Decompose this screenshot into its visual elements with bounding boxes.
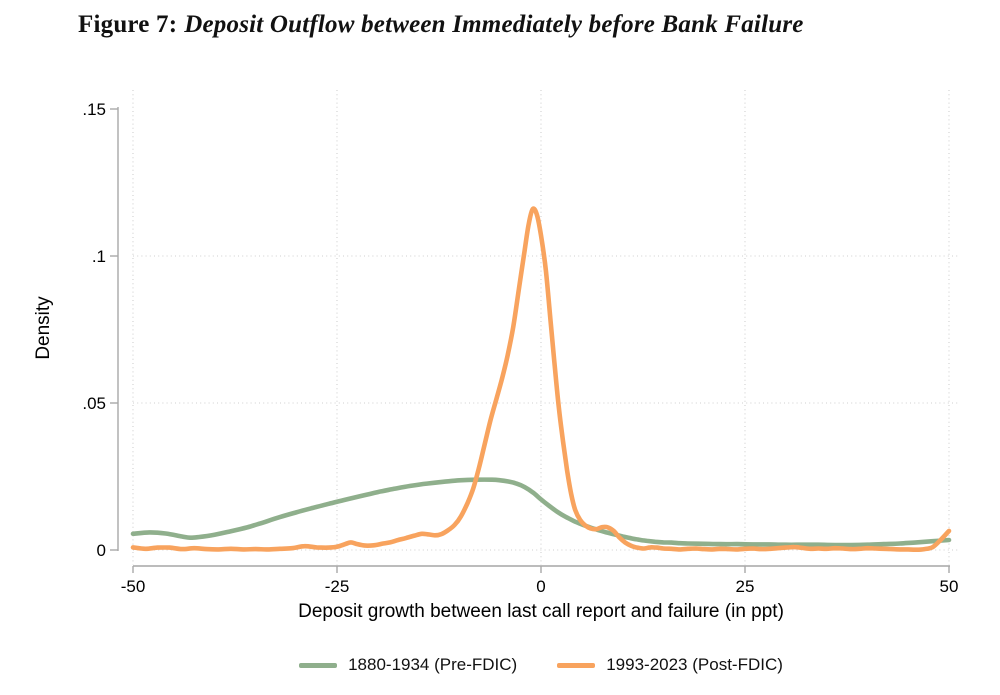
figure-title: Figure 7: Deposit Outflow between Immedia…: [78, 11, 804, 39]
legend-label-pre-fdic: 1880-1934 (Pre-FDIC): [348, 655, 518, 674]
legend-item-pre-fdic: 1880-1934 (Pre-FDIC): [299, 655, 517, 675]
axes: 0 .05 .1 .15 -50 -25 0 25 50: [82, 100, 958, 596]
chart-legend: 1880-1934 (Pre-FDIC) 1993-2023 (Post-FDI…: [41, 655, 1000, 675]
series-line-1: [130, 206, 952, 553]
series-line-0: [130, 477, 952, 548]
x-tick-label: -50: [121, 577, 146, 596]
y-tick-label: .15: [82, 100, 106, 119]
y-tick-label: .05: [82, 394, 106, 413]
y-axis-title: Density: [33, 296, 54, 360]
legend-line-icon-green: [299, 662, 338, 668]
y-tick-label: .1: [92, 247, 106, 266]
x-axis-title: Deposit growth between last call report …: [298, 601, 784, 622]
y-tick-label: 0: [97, 541, 106, 560]
x-tick-label: 50: [940, 577, 959, 596]
gridlines: [132, 90, 958, 565]
x-tick-label: 25: [736, 577, 755, 596]
figure-title-text: Deposit Outflow between Immediately befo…: [184, 11, 804, 38]
legend-label-post-fdic: 1993-2023 (Post-FDIC): [606, 655, 783, 674]
x-tick-label: 0: [536, 577, 545, 596]
x-tick-label: -25: [325, 577, 350, 596]
legend-item-post-fdic: 1993-2023 (Post-FDIC): [557, 655, 783, 675]
figure-number: Figure 7:: [78, 11, 178, 38]
legend-line-icon-orange: [557, 662, 596, 668]
